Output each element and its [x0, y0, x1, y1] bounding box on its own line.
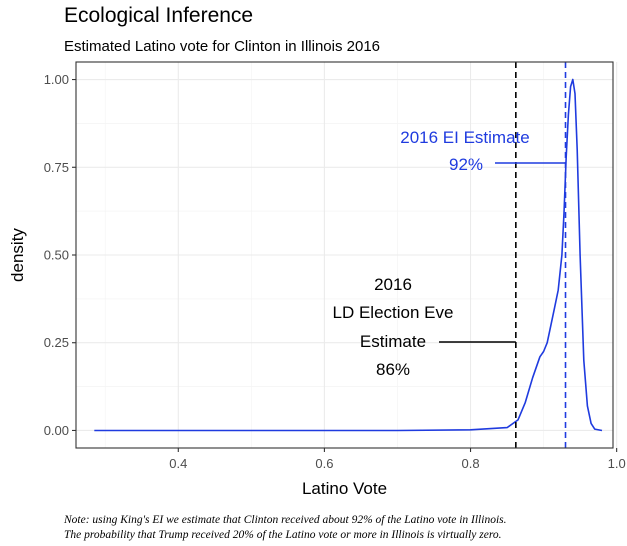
y-tick-label: 0.75: [44, 160, 69, 175]
y-tick-label: 0.00: [44, 423, 69, 438]
ei-annotation-label: 2016 EI Estimate: [400, 128, 529, 147]
note-line-2: The probability that Trump received 20% …: [64, 529, 502, 541]
x-tick-label: 1.0: [608, 456, 626, 471]
ld-annotation-line-1: 2016: [374, 275, 412, 294]
note-line-1: Note: using King's EI we estimate that C…: [64, 514, 507, 526]
ld-annotation-line-4: 86%: [376, 360, 410, 379]
y-tick-label: 0.25: [44, 335, 69, 350]
ld-annotation-line-3: Estimate: [360, 332, 426, 351]
x-tick-label: 0.4: [169, 456, 187, 471]
x-tick-label: 0.8: [461, 456, 479, 471]
density-chart: 2016 EI Estimate 92% 2016 LD Election Eve Es…: [8, 61, 626, 498]
y-tick-label: 1.00: [44, 72, 69, 87]
x-axis-title: Latino Vote: [302, 479, 387, 498]
chart-title: Ecological Inference: [64, 4, 254, 27]
ei-annotation-value: 92%: [449, 155, 483, 174]
y-tick-label: 0.50: [44, 248, 69, 263]
x-tick-label: 0.6: [315, 456, 333, 471]
density-curve: [94, 78, 603, 432]
chart-note: Note: using King's EI we estimate that C…: [64, 513, 507, 543]
ld-annotation-line-2: LD Election Eve: [333, 303, 454, 322]
chart-subtitle: Estimated Latino vote for Clinton in Ill…: [64, 38, 381, 55]
y-axis-title: density: [8, 228, 27, 282]
